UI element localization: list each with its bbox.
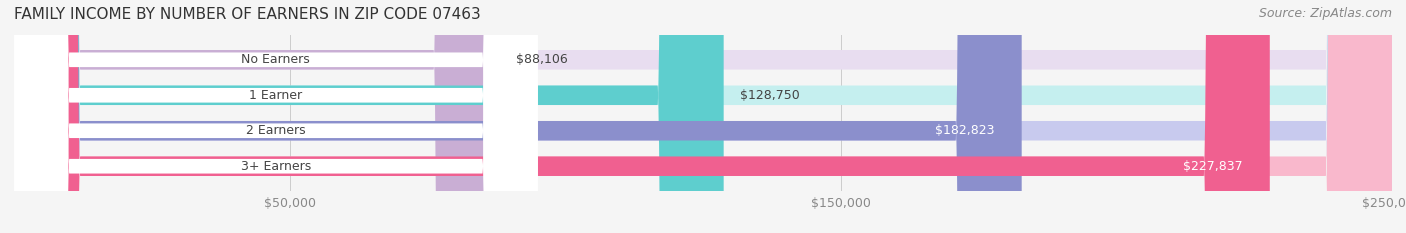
Text: 2 Earners: 2 Earners bbox=[246, 124, 305, 137]
Text: 1 Earner: 1 Earner bbox=[249, 89, 302, 102]
FancyBboxPatch shape bbox=[14, 0, 537, 233]
FancyBboxPatch shape bbox=[14, 0, 537, 233]
Text: $227,837: $227,837 bbox=[1182, 160, 1243, 173]
FancyBboxPatch shape bbox=[14, 0, 724, 233]
FancyBboxPatch shape bbox=[14, 0, 1392, 233]
FancyBboxPatch shape bbox=[14, 0, 499, 233]
Text: $128,750: $128,750 bbox=[740, 89, 800, 102]
FancyBboxPatch shape bbox=[14, 0, 1392, 233]
Text: $182,823: $182,823 bbox=[935, 124, 994, 137]
FancyBboxPatch shape bbox=[14, 0, 1392, 233]
FancyBboxPatch shape bbox=[14, 0, 1022, 233]
Text: 3+ Earners: 3+ Earners bbox=[240, 160, 311, 173]
Text: Source: ZipAtlas.com: Source: ZipAtlas.com bbox=[1258, 7, 1392, 20]
Text: FAMILY INCOME BY NUMBER OF EARNERS IN ZIP CODE 07463: FAMILY INCOME BY NUMBER OF EARNERS IN ZI… bbox=[14, 7, 481, 22]
FancyBboxPatch shape bbox=[14, 0, 1270, 233]
Text: No Earners: No Earners bbox=[242, 53, 311, 66]
Text: $88,106: $88,106 bbox=[516, 53, 568, 66]
FancyBboxPatch shape bbox=[14, 0, 1392, 233]
FancyBboxPatch shape bbox=[14, 0, 537, 233]
FancyBboxPatch shape bbox=[14, 0, 537, 233]
